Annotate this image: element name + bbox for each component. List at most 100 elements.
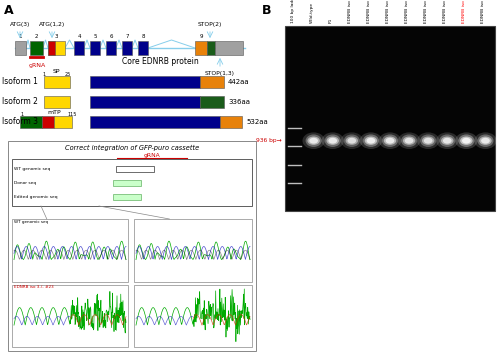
Text: 5: 5 (93, 34, 97, 39)
Ellipse shape (344, 135, 360, 147)
Text: 9: 9 (199, 34, 203, 39)
Ellipse shape (364, 137, 377, 145)
Text: EDNRB iso 3+/- #11: EDNRB iso 3+/- #11 (348, 0, 352, 23)
Ellipse shape (462, 138, 470, 143)
Bar (138, 41, 148, 55)
Ellipse shape (326, 137, 339, 145)
Bar (44, 96, 70, 108)
Text: STOP(2): STOP(2) (198, 22, 222, 27)
Ellipse shape (322, 132, 344, 149)
Bar (220, 116, 242, 128)
Ellipse shape (443, 138, 452, 143)
Text: 336aa: 336aa (228, 99, 250, 105)
Bar (90, 41, 100, 55)
Text: EDNRB iso 3+/- #24: EDNRB iso 3+/- #24 (482, 0, 486, 23)
Ellipse shape (441, 137, 454, 145)
Text: EDNRB iso 3+/- #23: EDNRB iso 3+/- #23 (462, 0, 466, 23)
Ellipse shape (479, 137, 492, 145)
Ellipse shape (308, 137, 320, 145)
Ellipse shape (474, 132, 496, 149)
Bar (42, 116, 54, 128)
Text: EDNRB iso 3+/- #14: EDNRB iso 3+/- #14 (386, 0, 390, 23)
Ellipse shape (386, 138, 394, 143)
Text: ATG(3): ATG(3) (10, 22, 30, 27)
Text: Isoform 2: Isoform 2 (2, 98, 38, 106)
Ellipse shape (455, 132, 477, 149)
Text: Isoform 1: Isoform 1 (2, 78, 38, 87)
Text: 1: 1 (20, 112, 23, 117)
Text: EDNRB iso 3-/- #23: EDNRB iso 3-/- #23 (14, 286, 54, 289)
Bar (112, 194, 141, 200)
Bar (15, 41, 26, 55)
Text: Correct integration of GFP-puro cassette: Correct integration of GFP-puro cassette (65, 145, 199, 151)
Bar (90, 116, 220, 128)
Ellipse shape (328, 138, 337, 143)
Bar (74, 41, 84, 55)
Bar (12, 284, 128, 347)
Bar (285, 26, 495, 211)
Text: gRNA: gRNA (28, 63, 46, 68)
Text: 3: 3 (55, 34, 58, 39)
Text: STOP(1,3): STOP(1,3) (205, 71, 235, 76)
Ellipse shape (382, 135, 398, 147)
Bar (134, 219, 252, 282)
Ellipse shape (404, 138, 413, 143)
Ellipse shape (379, 132, 401, 149)
Text: 8: 8 (142, 34, 145, 39)
Ellipse shape (306, 135, 322, 147)
Bar (122, 41, 132, 55)
Bar (12, 159, 252, 206)
Ellipse shape (458, 135, 474, 147)
Text: 442aa: 442aa (228, 79, 250, 85)
Ellipse shape (363, 135, 379, 147)
Ellipse shape (324, 135, 341, 147)
Text: 4: 4 (77, 34, 81, 39)
Ellipse shape (366, 138, 376, 143)
Text: WT genomic seq: WT genomic seq (14, 167, 51, 171)
Ellipse shape (420, 135, 436, 147)
Text: EDNRB iso 3+/- #12: EDNRB iso 3+/- #12 (367, 0, 371, 23)
Ellipse shape (310, 138, 318, 143)
Bar (90, 96, 200, 108)
Ellipse shape (346, 137, 358, 145)
Text: WT genomic seq: WT genomic seq (14, 220, 48, 224)
Ellipse shape (384, 137, 396, 145)
Ellipse shape (360, 132, 382, 149)
Text: 115: 115 (68, 112, 76, 117)
Ellipse shape (398, 132, 420, 149)
Bar (48, 41, 65, 55)
Text: 100 bp ladder: 100 bp ladder (290, 0, 294, 23)
Ellipse shape (436, 132, 458, 149)
Text: 7: 7 (125, 34, 129, 39)
Text: Donor seq: Donor seq (14, 181, 36, 185)
Ellipse shape (422, 137, 434, 145)
Text: ATG(1,2): ATG(1,2) (39, 22, 65, 27)
Text: EDNRB iso 3+/- #16: EDNRB iso 3+/- #16 (405, 0, 409, 23)
Ellipse shape (424, 138, 432, 143)
Text: EDNRB iso 3+/- #11: EDNRB iso 3+/- #11 (444, 0, 448, 23)
Bar (195, 41, 207, 55)
Bar (54, 116, 72, 128)
Bar (200, 76, 224, 88)
Text: SP: SP (52, 69, 60, 74)
Bar (200, 96, 224, 108)
Ellipse shape (478, 135, 494, 147)
Text: gRNA: gRNA (144, 153, 160, 158)
Bar (20, 116, 42, 128)
Text: 532aa: 532aa (246, 119, 268, 125)
Bar (215, 41, 243, 55)
Text: Edited genomic seq: Edited genomic seq (14, 195, 58, 199)
Ellipse shape (302, 132, 325, 149)
Text: mTP: mTP (47, 110, 61, 115)
Bar (116, 166, 154, 172)
Text: P1: P1 (328, 18, 332, 23)
Bar (106, 41, 116, 55)
Ellipse shape (481, 138, 490, 143)
Bar (8, 141, 256, 351)
Bar (112, 180, 141, 186)
Text: Wild-type: Wild-type (310, 2, 314, 23)
Text: 6: 6 (109, 34, 113, 39)
Ellipse shape (417, 132, 440, 149)
Bar (90, 76, 200, 88)
Text: 1: 1 (42, 72, 45, 77)
